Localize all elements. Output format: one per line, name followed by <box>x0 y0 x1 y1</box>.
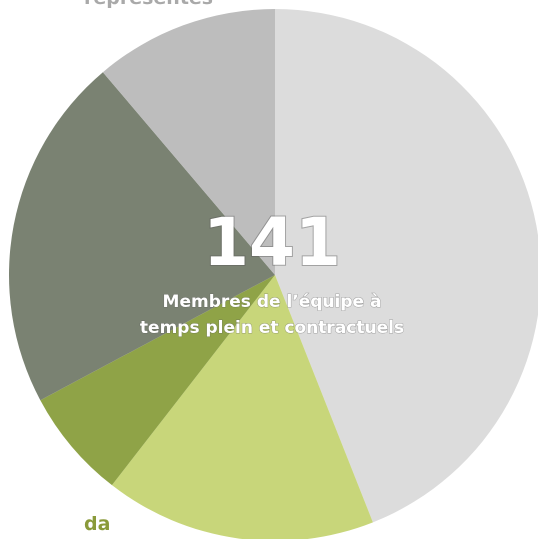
center-label: Membres de l’équipe à <box>163 292 382 312</box>
center-value: 141 <box>203 204 341 281</box>
header-fragment: représentés <box>84 0 213 9</box>
pie-slice <box>9 72 276 401</box>
pie-slice <box>102 9 275 275</box>
pie-slice <box>111 275 373 539</box>
pie <box>9 9 538 539</box>
pie-slice <box>275 9 538 523</box>
center-label: temps plein et contractuels <box>140 318 404 338</box>
footer-fragment: da <box>84 513 110 535</box>
pie-slice <box>40 275 276 486</box>
